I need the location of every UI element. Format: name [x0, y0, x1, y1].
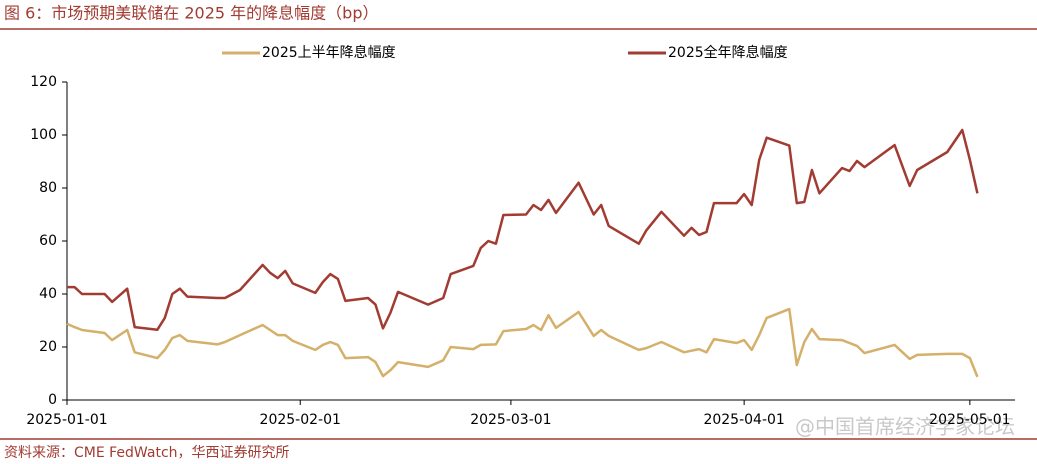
x-tick-label: 2025-03-01: [470, 412, 551, 428]
x-tick-label: 2025-01-01: [26, 412, 107, 428]
y-tick-label: 0: [48, 392, 57, 408]
chart-title: 图 6：市场预期美联储在 2025 年的降息幅度（bp）: [4, 4, 378, 23]
y-tick-label: 20: [39, 339, 57, 355]
y-tick-label: 60: [39, 233, 57, 249]
series-line: [66, 307, 979, 378]
watermark: @中国首席经济学家论坛: [795, 415, 1015, 439]
y-tick-label: 100: [30, 127, 57, 143]
x-tick-label: 2025-04-01: [703, 412, 784, 428]
legend-label: 2025全年降息幅度: [668, 44, 788, 61]
source: 资料来源：CME FedWatch，华西证券研究所: [4, 445, 290, 461]
x-tick-label: 2025-05-01: [929, 412, 1010, 428]
legend-label: 2025上半年降息幅度: [262, 44, 396, 61]
y-tick-label: 120: [30, 74, 57, 90]
series-line: [67, 128, 979, 332]
x-tick-label: 2025-02-01: [260, 412, 341, 428]
y-tick-label: 80: [39, 180, 57, 196]
y-tick-label: 40: [39, 286, 57, 302]
